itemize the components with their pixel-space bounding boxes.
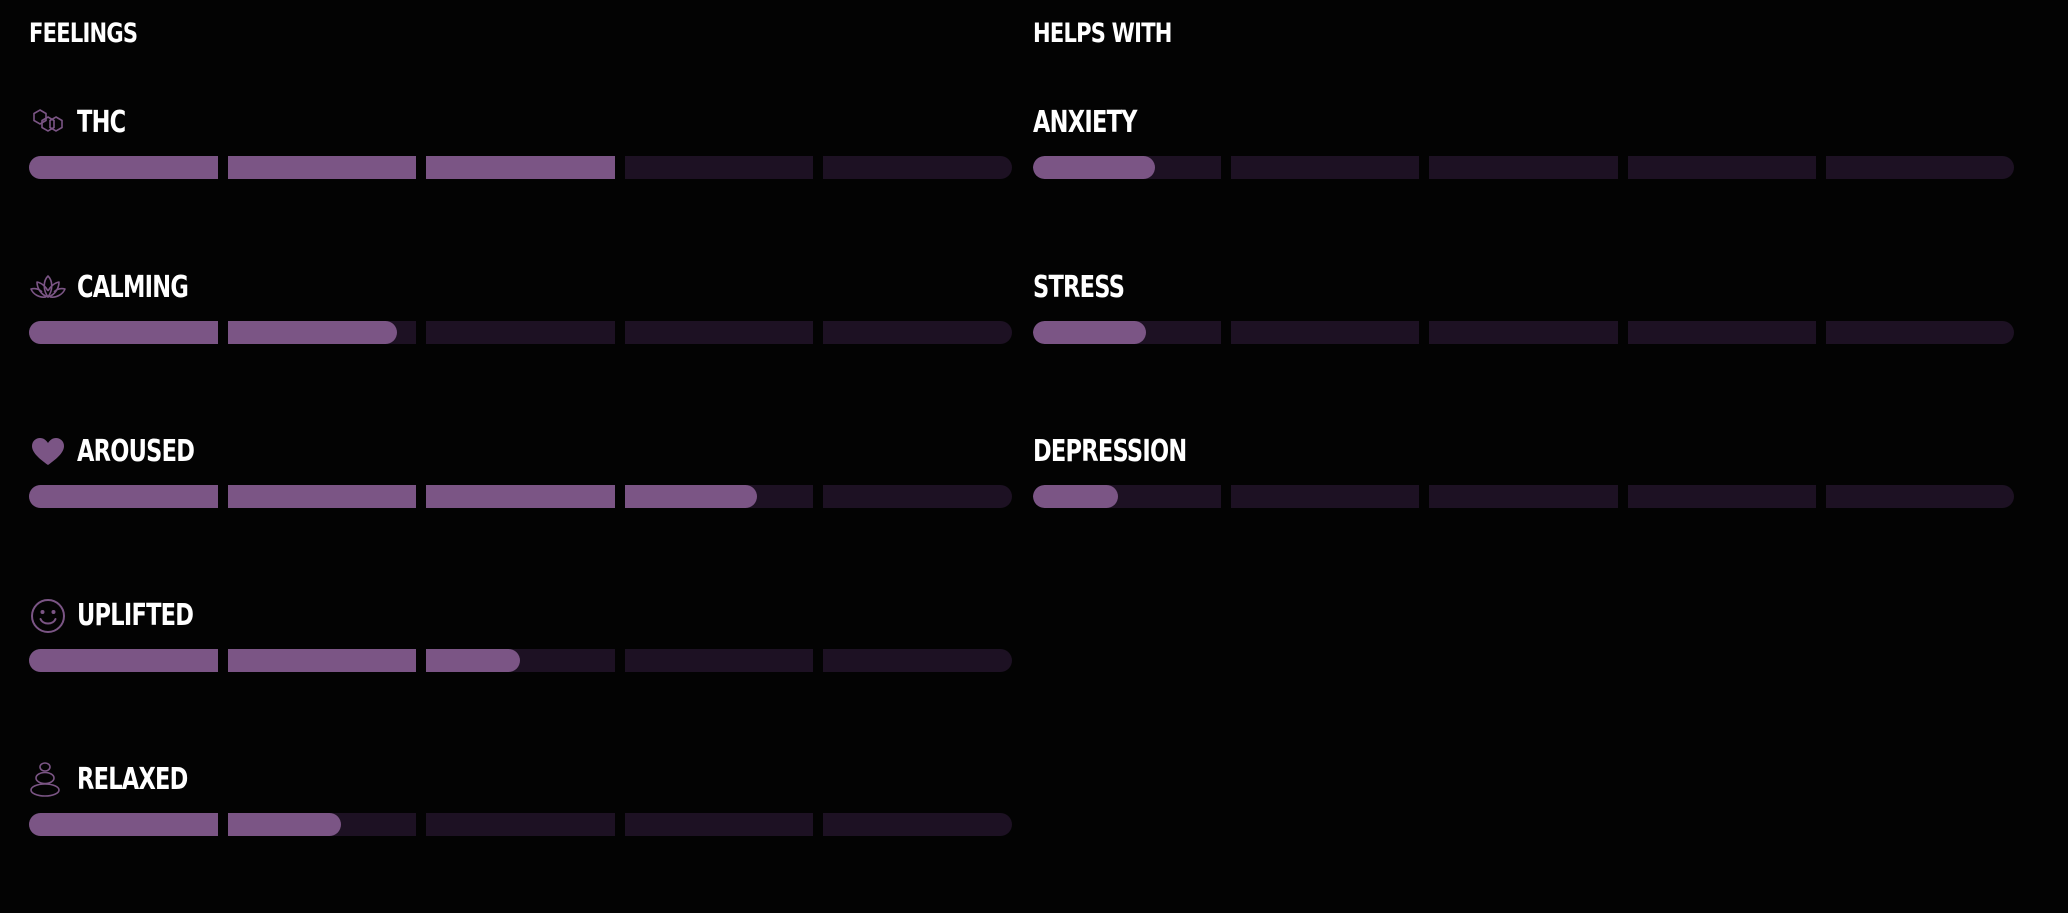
feeling-label: RELAXED [77, 762, 188, 797]
meter-segment [624, 813, 814, 836]
meter-segment [1429, 156, 1618, 179]
meter-segment [624, 485, 814, 508]
meter-segment [1627, 485, 1816, 508]
heart-icon [29, 432, 69, 472]
level-meter [1033, 485, 2015, 508]
meter-segment [823, 649, 1012, 672]
meter-fill [1033, 321, 1146, 344]
feeling-row-relaxed: RELAXED [29, 760, 1012, 840]
meter-segment [624, 321, 814, 344]
meter-segment [29, 321, 218, 344]
meter-segment [624, 156, 814, 179]
level-meter [29, 813, 1012, 836]
meter-segment [823, 485, 1012, 508]
meter-segment [227, 485, 417, 508]
meter-fill [29, 321, 218, 344]
feeling-label: AROUSED [77, 434, 195, 469]
meter-segment [1825, 321, 2015, 344]
meter-segment [1033, 485, 1222, 508]
level-meter [29, 649, 1012, 672]
meter-segment [227, 649, 417, 672]
feelings-title: FEELINGS [29, 18, 138, 49]
meter-segment [29, 485, 218, 508]
meter-fill [1033, 485, 1118, 508]
helps-row-depression: DEPRESSION [1033, 432, 2015, 512]
meter-fill [29, 156, 218, 179]
smiley-icon [29, 596, 69, 636]
meter-segment [227, 321, 417, 344]
meter-segment [823, 813, 1012, 836]
meter-segment [29, 813, 218, 836]
level-meter [1033, 321, 2015, 344]
meter-segment [1033, 321, 1222, 344]
meter-segment [426, 813, 615, 836]
meter-fill [227, 649, 417, 672]
meter-segment [1033, 156, 1222, 179]
meter-fill [1033, 156, 1156, 179]
feeling-label: THC [77, 105, 126, 140]
meter-segment [29, 156, 218, 179]
meter-fill [426, 485, 615, 508]
hexagons-icon [29, 103, 69, 143]
meter-segment [1231, 321, 1420, 344]
level-meter [29, 321, 1012, 344]
meter-segment [624, 649, 814, 672]
helps-row-anxiety: ANXIETY [1033, 103, 2015, 183]
condition-label: STRESS [1033, 270, 1125, 305]
meter-segment [1429, 321, 1618, 344]
meter-segment [1231, 156, 1420, 179]
helps-row-stress: STRESS [1033, 268, 2015, 348]
meter-fill [29, 485, 218, 508]
condition-label: DEPRESSION [1033, 434, 1187, 469]
level-meter [1033, 156, 2015, 179]
meter-segment [1627, 156, 1816, 179]
meter-fill [426, 156, 615, 179]
feeling-label: CALMING [77, 270, 189, 305]
meter-fill [426, 649, 521, 672]
stacked-stones-icon [29, 760, 69, 800]
meter-segment [1825, 485, 2015, 508]
meter-fill [29, 649, 218, 672]
meter-segment [426, 649, 615, 672]
feeling-row-calming: CALMING [29, 268, 1012, 348]
meter-fill [227, 813, 341, 836]
meter-segment [1825, 156, 2015, 179]
level-meter [29, 156, 1012, 179]
meter-segment [823, 321, 1012, 344]
meter-fill [227, 485, 417, 508]
meter-fill [624, 485, 757, 508]
meter-segment [1429, 485, 1618, 508]
feeling-label: UPLIFTED [77, 598, 194, 633]
feeling-row-aroused: AROUSED [29, 432, 1012, 512]
meter-fill [29, 813, 218, 836]
meter-fill [227, 321, 398, 344]
level-meter [29, 485, 1012, 508]
meter-segment [29, 649, 218, 672]
meter-segment [227, 156, 417, 179]
meter-segment [1231, 485, 1420, 508]
meter-fill [227, 156, 417, 179]
helps-with-title: HELPS WITH [1033, 18, 1172, 49]
meter-segment [227, 813, 417, 836]
feeling-row-thc: THC [29, 103, 1012, 183]
condition-label: ANXIETY [1033, 105, 1137, 140]
lotus-icon [29, 268, 69, 308]
meter-segment [426, 485, 615, 508]
meter-segment [426, 156, 615, 179]
meter-segment [1627, 321, 1816, 344]
feeling-row-uplifted: UPLIFTED [29, 596, 1012, 676]
meter-segment [426, 321, 615, 344]
meter-segment [823, 156, 1012, 179]
